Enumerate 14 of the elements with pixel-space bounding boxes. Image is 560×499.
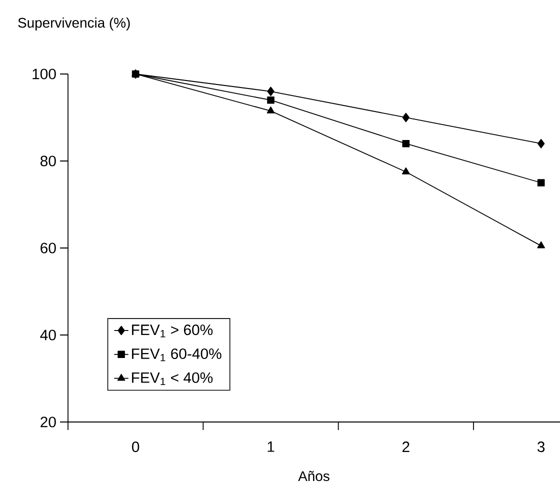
y-axis-title: Supervivencia (%) [18, 17, 130, 30]
x-axis-title: Años [298, 470, 330, 482]
y-tick-label: 20 [40, 416, 56, 428]
legend-label: FEV$_{1}$ < 40% [132, 372, 213, 386]
x-tick-label: 2 [402, 442, 410, 452]
x-tick-label: 1 [268, 442, 274, 452]
x-tick-label: 3 [537, 442, 545, 452]
y-tick-label: 40 [40, 330, 56, 340]
legend-label: FEV$_{1}$ 60-40% [132, 348, 222, 362]
y-tick-label: 80 [40, 156, 56, 166]
x-tick-label: 0 [132, 442, 140, 452]
legend-label: FEV$_{1}$ > 60% [132, 324, 213, 338]
y-tick-label: 60 [40, 242, 56, 254]
y-tick-label: 100 [32, 68, 56, 80]
